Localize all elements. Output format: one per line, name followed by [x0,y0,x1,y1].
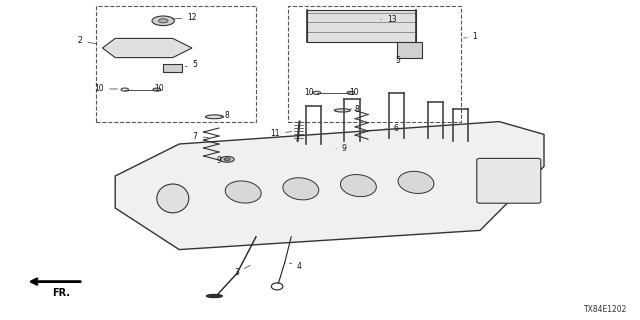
Polygon shape [307,10,416,42]
Text: 12: 12 [172,13,196,22]
Text: 6: 6 [383,124,398,133]
Text: 2: 2 [77,36,97,45]
Bar [163,64,182,72]
Ellipse shape [347,91,355,94]
Ellipse shape [152,16,174,26]
Ellipse shape [313,91,321,94]
Text: 9: 9 [336,144,347,153]
Polygon shape [102,38,192,58]
Text: 9: 9 [216,156,225,165]
Ellipse shape [205,115,223,119]
Ellipse shape [206,294,223,298]
Ellipse shape [271,283,283,290]
Ellipse shape [224,158,230,161]
Text: 4: 4 [289,262,302,271]
Ellipse shape [157,184,189,213]
Text: 7: 7 [193,132,209,141]
Text: TX84E1202: TX84E1202 [584,305,627,314]
Ellipse shape [220,156,234,162]
Text: 10: 10 [349,88,359,97]
Text: 3: 3 [234,265,250,277]
Text: 8: 8 [221,111,230,120]
Text: 5: 5 [185,60,198,69]
Text: FR.: FR. [52,288,70,298]
Ellipse shape [340,174,376,197]
Text: 13: 13 [381,15,397,24]
FancyBboxPatch shape [477,158,541,203]
Text: 10: 10 [304,88,314,97]
Text: 5: 5 [396,56,401,65]
Ellipse shape [283,178,319,200]
Ellipse shape [121,88,129,91]
Ellipse shape [225,181,261,203]
Text: 8: 8 [351,105,360,114]
Ellipse shape [398,171,434,194]
Text: 10: 10 [154,84,164,93]
Text: 10: 10 [94,84,118,93]
Ellipse shape [335,109,351,112]
Bar [397,42,422,58]
Ellipse shape [153,88,161,91]
Ellipse shape [158,19,168,23]
Text: 1: 1 [463,32,477,41]
Text: 11: 11 [271,129,292,138]
Polygon shape [115,122,544,250]
